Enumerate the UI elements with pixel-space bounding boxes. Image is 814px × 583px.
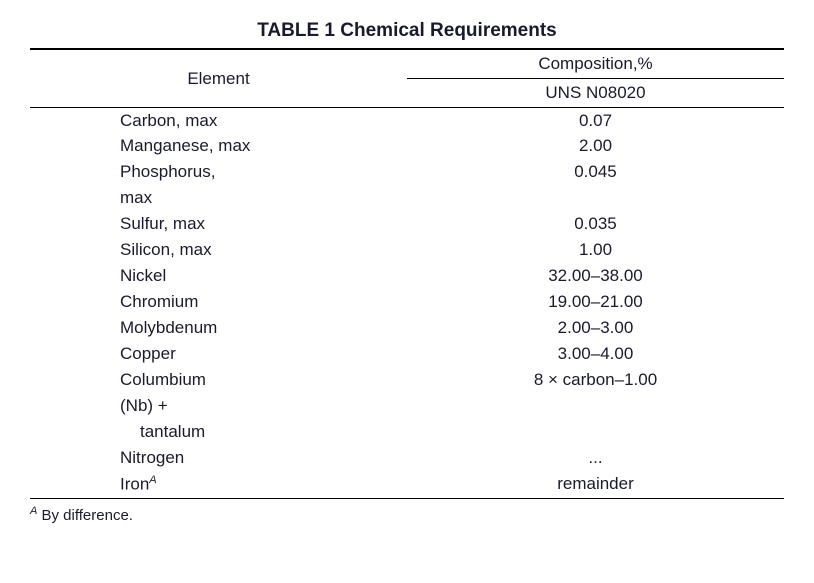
- value-cell: [407, 393, 784, 419]
- table-title: TABLE 1 Chemical Requirements: [30, 20, 784, 48]
- col-header-composition: Composition,%: [407, 49, 784, 79]
- table-row: IronAremainder: [30, 471, 784, 498]
- table-row: Chromium19.00–21.00: [30, 290, 784, 316]
- table-row: Molybdenum2.00–3.00: [30, 316, 784, 342]
- element-cell: Sulfur, max: [30, 212, 407, 238]
- element-cell: Manganese, max: [30, 134, 407, 160]
- table-row: Copper3.00–4.00: [30, 341, 784, 367]
- element-cell: Copper: [30, 341, 407, 367]
- element-cell: tantalum: [30, 419, 407, 445]
- value-cell: 8 × carbon–1.00: [407, 367, 784, 393]
- value-cell: remainder: [407, 471, 784, 498]
- value-cell: 2.00–3.00: [407, 316, 784, 342]
- value-cell: [407, 419, 784, 445]
- table-row: Columbium8 × carbon–1.00: [30, 367, 784, 393]
- element-cell: Columbium: [30, 367, 407, 393]
- table-row: tantalum: [30, 419, 784, 445]
- table-row: Silicon, max1.00: [30, 238, 784, 264]
- value-cell: 0.045: [407, 160, 784, 186]
- element-superscript: A: [149, 474, 156, 486]
- value-cell: 32.00–38.00: [407, 264, 784, 290]
- col-header-element: Element: [30, 49, 407, 108]
- value-cell: [407, 186, 784, 212]
- table-row: Phosphorus,0.045: [30, 160, 784, 186]
- value-cell: 19.00–21.00: [407, 290, 784, 316]
- table-row: Nitrogen...: [30, 445, 784, 471]
- col-header-uns: UNS N08020: [407, 79, 784, 108]
- element-cell: Phosphorus,: [30, 160, 407, 186]
- value-cell: 3.00–4.00: [407, 341, 784, 367]
- footnote-text: By difference.: [37, 507, 133, 524]
- element-cell: Molybdenum: [30, 316, 407, 342]
- element-cell: Chromium: [30, 290, 407, 316]
- table-row: (Nb) +: [30, 393, 784, 419]
- table-body: Carbon, max0.07Manganese, max2.00Phospho…: [30, 108, 784, 499]
- value-cell: 0.035: [407, 212, 784, 238]
- element-cell: max: [30, 186, 407, 212]
- element-cell: (Nb) +: [30, 393, 407, 419]
- table-header-row-1: Element Composition,%: [30, 49, 784, 79]
- table-footnote: A By difference.: [30, 499, 784, 524]
- element-cell: IronA: [30, 471, 407, 498]
- table-row: max: [30, 186, 784, 212]
- element-cell: Nickel: [30, 264, 407, 290]
- element-cell: Carbon, max: [30, 108, 407, 134]
- table-container: TABLE 1 Chemical Requirements Element Co…: [30, 20, 784, 524]
- element-cell: Nitrogen: [30, 445, 407, 471]
- value-cell: 1.00: [407, 238, 784, 264]
- table-row: Carbon, max0.07: [30, 108, 784, 134]
- requirements-table: Element Composition,% UNS N08020 Carbon,…: [30, 48, 784, 499]
- table-row: Sulfur, max0.035: [30, 212, 784, 238]
- value-cell: 0.07: [407, 108, 784, 134]
- value-cell: ...: [407, 445, 784, 471]
- value-cell: 2.00: [407, 134, 784, 160]
- element-cell: Silicon, max: [30, 238, 407, 264]
- table-row: Nickel32.00–38.00: [30, 264, 784, 290]
- table-row: Manganese, max2.00: [30, 134, 784, 160]
